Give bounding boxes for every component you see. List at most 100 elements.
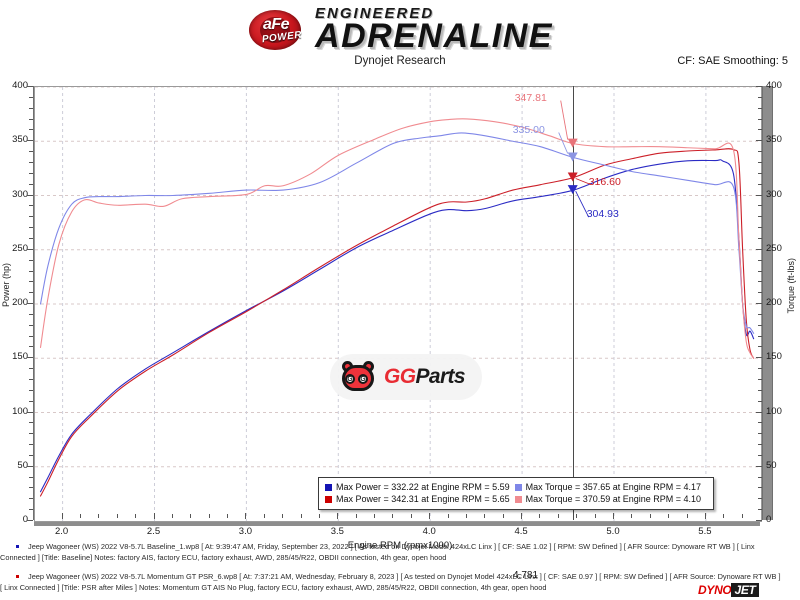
- y-tick-minor-left: [29, 259, 33, 261]
- x-tick-label: 2.0: [54, 526, 69, 537]
- chart-container: Power (hp) Torque (ft-lbs) 0 50 100 150 200 2…: [0, 78, 800, 597]
- y-tick-minor-left: [29, 313, 33, 315]
- y-tick-mark-right: [756, 520, 762, 521]
- page-footer: Jeep Wagoneer (WS) 2022 V8-5.7L Baseline…: [0, 532, 800, 600]
- x-tick-mark: [613, 513, 614, 519]
- y-tick-minor-left: [29, 509, 33, 511]
- y-tick-minor-left: [29, 422, 33, 424]
- legend-item-baseline-power: Max Power = 332.22 at Engine RPM = 5.59: [325, 481, 515, 493]
- y-tick-minor-left: [29, 270, 33, 272]
- ggparts-parts: Parts: [415, 365, 466, 388]
- footer-entry-psr: Jeep Wagoneer (WS) 2022 V8-5.7L Momentum…: [0, 572, 800, 593]
- y-tick-minor-left: [29, 292, 33, 294]
- y-tick-mark-right: [756, 248, 762, 250]
- legend-row: Max Power = 342.31 at Engine RPM = 5.65 …: [325, 493, 706, 505]
- x-tick-label: 5.5: [698, 526, 712, 537]
- cursor-callout-304.93: 304.93: [586, 208, 619, 221]
- y-tick-label-left: 250: [12, 242, 28, 254]
- mascot-eye-right: G: [358, 374, 368, 384]
- y-tick-minor-left: [29, 346, 33, 348]
- x-tick-mark: [429, 513, 431, 519]
- adrenaline-word: ADRENALINE: [315, 17, 553, 55]
- cf-smoothing-note: CF: SAE Smoothing: 5: [677, 55, 788, 67]
- y-tick-minor-right: [758, 259, 762, 261]
- footer-bullet-red: [16, 575, 19, 578]
- y-tick-label-right: 200: [766, 297, 782, 308]
- y-tick-minor-right: [758, 389, 762, 391]
- y-tick-label-right: 100: [766, 405, 782, 417]
- x-tick-mark: [337, 513, 339, 519]
- y-tick-label-right: 350: [766, 134, 782, 146]
- y-tick-label-left: 150: [12, 351, 28, 363]
- legend-item-psr-power: Max Power = 342.31 at Engine RPM = 5.65: [325, 493, 515, 505]
- legend-item-baseline-torque: Max Torque = 357.65 at Engine RPM = 4.17: [514, 481, 706, 493]
- x-tick-minor: [594, 514, 596, 518]
- legend-text: Max Power = 332.22 at Engine RPM = 5.59: [336, 482, 510, 492]
- y-tick-mark-right: [756, 86, 762, 87]
- y-tick-minor-right: [758, 281, 762, 283]
- y-tick-minor-left: [29, 205, 33, 207]
- cursor-line[interactable]: [572, 86, 574, 520]
- vertical-scrollbar[interactable]: [762, 86, 773, 520]
- legend-text: Max Torque = 357.65 at Engine RPM = 4.17: [525, 482, 702, 492]
- y-tick-minor-right: [758, 498, 762, 500]
- y-tick-minor-right: [758, 422, 762, 424]
- y-tick-mark-right: [756, 303, 762, 304]
- x-tick-minor: [649, 514, 651, 518]
- y-tick-minor-right: [758, 96, 762, 98]
- x-tick-minor: [741, 514, 743, 518]
- y-tick-label-left: 100: [12, 405, 28, 417]
- x-tick-minor: [190, 514, 192, 518]
- x-tick-minor: [374, 514, 375, 518]
- x-tick-label: 3.5: [330, 526, 344, 537]
- x-tick-mark: [245, 513, 247, 519]
- y-tick-mark-right: [756, 465, 762, 467]
- y-tick-minor-left: [29, 476, 33, 478]
- legend-swatch-red: [325, 496, 332, 503]
- x-tick-label: 2.5: [146, 526, 161, 537]
- y-tick-minor-right: [758, 107, 762, 109]
- footer-text: Jeep Wagoneer (WS) 2022 V8-5.7L Baseline…: [28, 542, 755, 551]
- x-tick-label: 5.0: [606, 526, 620, 537]
- footer-entry-line: [ Linx Connected ] [Title: PSR after Mil…: [0, 583, 800, 594]
- y-axis-line-left: [33, 86, 34, 520]
- y-tick-minor-left: [29, 96, 33, 98]
- footer-bullet-blue: [16, 545, 19, 548]
- y-tick-minor-left: [29, 281, 33, 283]
- dynojet-dyno: DYNO: [698, 583, 732, 597]
- x-tick-label: 4.5: [514, 526, 528, 537]
- chart-curves: [39, 118, 755, 497]
- legend-swatch-blue: [325, 484, 332, 491]
- afe-power-logo-icon: aFe POWER: [247, 9, 309, 51]
- x-tick-minor: [539, 514, 541, 518]
- y-tick-minor-right: [758, 378, 762, 380]
- y-tick-minor-left: [29, 324, 33, 326]
- y-tick-minor-right: [758, 313, 762, 315]
- ggparts-gg: GG: [384, 365, 416, 388]
- y-tick-minor-right: [758, 324, 762, 326]
- cursor-x-value: 4.781: [513, 570, 539, 581]
- y-tick-label-right: 250: [766, 242, 782, 254]
- x-tick-minor: [576, 514, 578, 518]
- footer-entry-baseline: Jeep Wagoneer (WS) 2022 V8-5.7L Baseline…: [0, 542, 800, 563]
- y-tick-minor-right: [758, 487, 762, 489]
- mascot-head: [342, 365, 374, 391]
- x-tick-minor: [502, 514, 504, 518]
- footer-entry-line: Jeep Wagoneer (WS) 2022 V8-5.7L Momentum…: [0, 572, 800, 583]
- y-tick-label-left: 400: [12, 80, 28, 91]
- x-tick-minor: [686, 514, 688, 518]
- y-tick-minor-left: [29, 237, 33, 239]
- cursor-callout-335.00: 335.00: [512, 123, 545, 136]
- x-tick-minor: [447, 514, 449, 518]
- y-tick-mark-left: [27, 248, 33, 250]
- y-tick-minor-right: [758, 270, 762, 272]
- y-tick-minor-left: [29, 335, 33, 337]
- y-tick-minor-left: [29, 172, 33, 174]
- engineered-word: ENGINEERED: [315, 5, 435, 22]
- y-tick-label-right: 150: [766, 351, 782, 363]
- x-tick-label: 3.0: [238, 526, 252, 537]
- y-tick-minor-left: [29, 444, 33, 446]
- x-tick-minor: [135, 514, 137, 518]
- legend-text: Max Power = 342.31 at Engine RPM = 5.65: [336, 494, 510, 504]
- footer-text: Connected ] [Title: Baseline] Notes: fac…: [0, 552, 447, 562]
